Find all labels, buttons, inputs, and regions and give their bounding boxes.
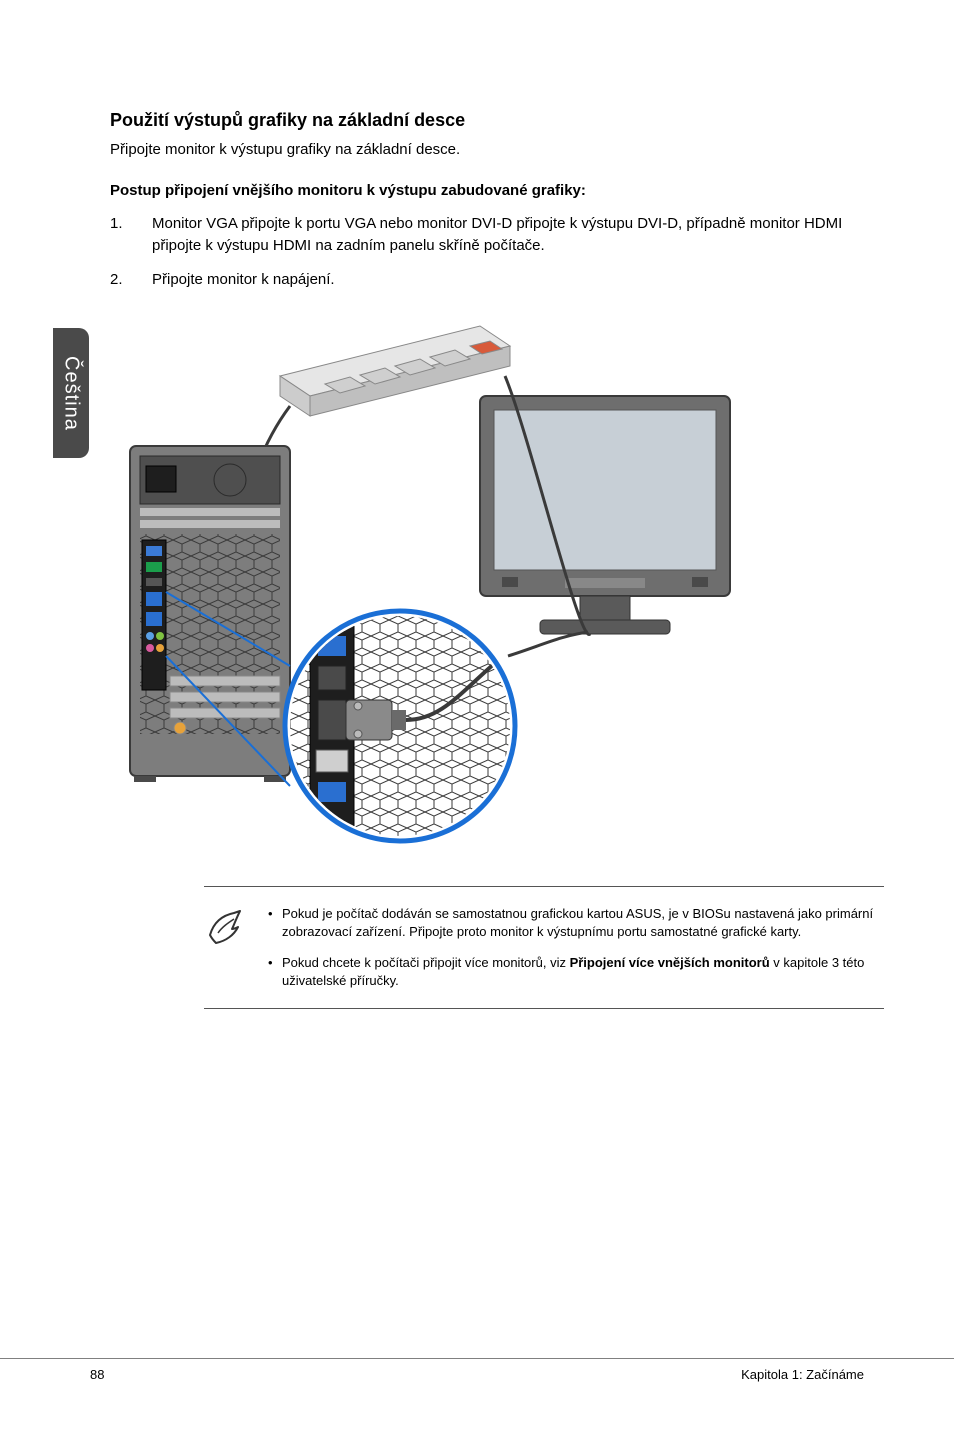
page-footer: 88 Kapitola 1: Začínáme xyxy=(0,1358,954,1382)
step-text: Připojte monitor k napájení. xyxy=(152,269,864,291)
step-item: 1. Monitor VGA připojte k portu VGA nebo… xyxy=(110,213,864,257)
note-box: Pokud je počítač dodáván se samostatnou … xyxy=(204,886,884,1009)
monitor-icon xyxy=(480,376,730,634)
io-zoom-circle-icon xyxy=(285,611,530,841)
language-side-tab: Čeština xyxy=(53,328,89,458)
note-item: Pokud je počítač dodáván se samostatnou … xyxy=(268,905,884,941)
step-item: 2. Připojte monitor k napájení. xyxy=(110,269,864,291)
note-text: Pokud je počítač dodáván se samostatnou … xyxy=(282,906,873,939)
section-subhead: Postup připojení vnějšího monitoru k výs… xyxy=(110,182,864,199)
step-number: 1. xyxy=(110,213,152,257)
pc-tower-rear-icon xyxy=(130,446,290,786)
chapter-label: Kapitola 1: Začínáme xyxy=(741,1367,864,1382)
step-number: 2. xyxy=(110,269,152,291)
section-intro: Připojte monitor k výstupu grafiky na zá… xyxy=(110,141,864,158)
note-content: Pokud je počítač dodáván se samostatnou … xyxy=(268,905,884,990)
section-title: Použití výstupů grafiky na základní desc… xyxy=(110,110,864,131)
note-text-bold: Připojení více vnějších monitorů xyxy=(570,955,770,970)
note-item: Pokud chcete k počítači připojit více mo… xyxy=(268,954,884,990)
page-number: 88 xyxy=(90,1367,104,1382)
steps-list: 1. Monitor VGA připojte k portu VGA nebo… xyxy=(110,213,864,290)
note-text-pre: Pokud chcete k počítači připojit více mo… xyxy=(282,955,570,970)
note-hand-icon xyxy=(204,905,248,990)
connection-diagram xyxy=(110,316,760,846)
language-label: Čeština xyxy=(60,356,83,431)
step-text: Monitor VGA připojte k portu VGA nebo mo… xyxy=(152,213,864,257)
